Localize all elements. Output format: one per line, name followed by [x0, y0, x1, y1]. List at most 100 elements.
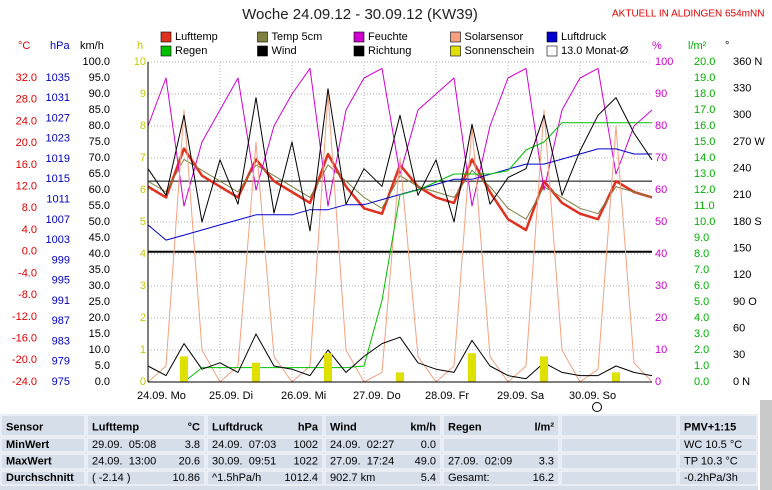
series-line — [147, 67, 653, 207]
y-tick-label: 3 — [140, 280, 146, 292]
y-tick-label: 13.0 — [694, 168, 715, 180]
table-cell — [206, 414, 324, 437]
series-line — [147, 88, 653, 232]
table-text: Regen — [448, 421, 482, 433]
chart-title: Woche 24.09.12 - 30.09.12 (KW39) — [242, 6, 478, 23]
y-tick-label: 75.0 — [89, 136, 110, 148]
table-text: km/h — [410, 421, 436, 433]
table-cell — [206, 470, 324, 486]
y-tick-label: -20.0 — [12, 354, 37, 366]
y-tick-label: 2 — [140, 312, 146, 324]
y-tick-label: 80 — [655, 120, 667, 132]
y-tick-label: 85.0 — [89, 104, 110, 116]
table-text: PMV+1:15 — [684, 421, 736, 433]
table-cell — [442, 470, 560, 486]
y-tick-label: 20 — [655, 312, 667, 324]
y-tick-label: 15.0 — [694, 136, 715, 148]
y-tick-label: 8.0 — [694, 248, 709, 260]
table-cell — [560, 470, 678, 486]
bar — [180, 356, 188, 382]
y-tick-label: -24.0 — [12, 376, 37, 388]
legend-label: Wind — [272, 45, 297, 57]
axis-title: hPa — [50, 40, 70, 52]
legend-swatch — [450, 45, 461, 57]
table-text: 3.3 — [539, 455, 554, 467]
table-text: ( -2.14 ) — [92, 472, 131, 484]
table-text: 49.0 — [415, 455, 436, 467]
table-text: hPa — [298, 421, 319, 433]
scrollbar[interactable] — [760, 400, 772, 490]
y-tick-label: 3.0 — [694, 328, 709, 340]
table-text: 10.86 — [172, 472, 200, 484]
bar — [396, 372, 404, 382]
table-text: 1012.4 — [284, 472, 318, 484]
y-tick-label: 979 — [52, 356, 70, 368]
y-tick-label: 0 N — [733, 376, 750, 388]
y-tick-label: 19.0 — [694, 72, 715, 84]
y-tick-label: 1023 — [46, 133, 70, 145]
y-tick-label: 1 — [140, 344, 146, 356]
y-tick-label: 1007 — [46, 214, 70, 226]
y-tick-label: 987 — [52, 315, 70, 327]
y-tick-label: 4 — [140, 248, 146, 260]
y-tick-label: 991 — [52, 295, 70, 307]
axis-title: l/m² — [688, 40, 707, 52]
y-tick-label: 5 — [140, 216, 146, 228]
y-tick-label: 7.0 — [694, 264, 709, 276]
y-tick-label: 60.0 — [89, 184, 110, 196]
y-tick-label: 983 — [52, 335, 70, 347]
legend-swatch — [546, 45, 558, 57]
x-tick-label: 29.09. Sa — [497, 390, 545, 402]
table-text: Sensor — [6, 421, 44, 433]
y-tick-label: 95.0 — [89, 72, 110, 84]
legend-swatch — [546, 31, 558, 43]
y-tick-label: 20.0 — [89, 312, 110, 324]
y-tick-label: 28.0 — [16, 94, 37, 106]
y-tick-label: 1015 — [46, 173, 70, 185]
table-cell — [324, 437, 442, 453]
y-tick-label: 300 — [733, 109, 751, 121]
y-tick-label: 5.0 — [694, 296, 709, 308]
table-text: 20.6 — [179, 455, 200, 467]
y-tick-label: 90 — [655, 88, 667, 100]
table-text: 902.7 km — [330, 472, 375, 484]
x-tick-label: 28.09. Fr — [425, 390, 469, 402]
table-cell — [442, 414, 560, 437]
y-tick-label: 4.0 — [694, 312, 709, 324]
scroll-marker[interactable] — [592, 402, 602, 412]
table-cell — [560, 437, 678, 453]
y-tick-label: 1.0 — [694, 360, 709, 372]
table-text: TP 10.3 °C — [684, 455, 738, 467]
y-tick-label: -8.0 — [18, 289, 37, 301]
y-tick-label: 360 N — [733, 56, 762, 68]
y-tick-label: 8 — [140, 120, 146, 132]
table-cell — [560, 453, 678, 470]
legend-label: Feuchte — [368, 31, 408, 43]
y-tick-label: 7 — [140, 152, 146, 164]
legend-swatch — [257, 45, 268, 57]
table-text: 5.4 — [421, 472, 436, 484]
y-tick-label: 1035 — [46, 72, 70, 84]
table-cell — [678, 453, 758, 470]
table-text: l/m² — [534, 421, 554, 433]
table-cell — [206, 453, 324, 470]
table-text: Gesamt: — [448, 472, 490, 484]
y-tick-label: 45.0 — [89, 232, 110, 244]
table-partial-row — [0, 487, 758, 490]
table-text: °C — [188, 421, 200, 433]
table-text: 1022 — [294, 455, 318, 467]
y-tick-label: 10.0 — [89, 344, 110, 356]
y-tick-label: 40 — [655, 248, 667, 260]
table-text: WC 10.5 °C — [684, 439, 742, 451]
y-tick-label: -16.0 — [12, 332, 37, 344]
axis-title: h — [137, 40, 143, 52]
legend-label: Temp 5cm — [272, 31, 323, 43]
legend-swatch — [353, 45, 365, 57]
bar — [252, 362, 260, 382]
y-tick-label: 70 — [655, 152, 667, 164]
y-tick-label: 90 O — [733, 296, 757, 308]
axis-title: ° — [725, 40, 729, 52]
legend-label: Luftdruck — [561, 31, 607, 43]
table-text: MaxWert — [6, 455, 52, 467]
y-tick-label: 0.0 — [694, 376, 709, 388]
